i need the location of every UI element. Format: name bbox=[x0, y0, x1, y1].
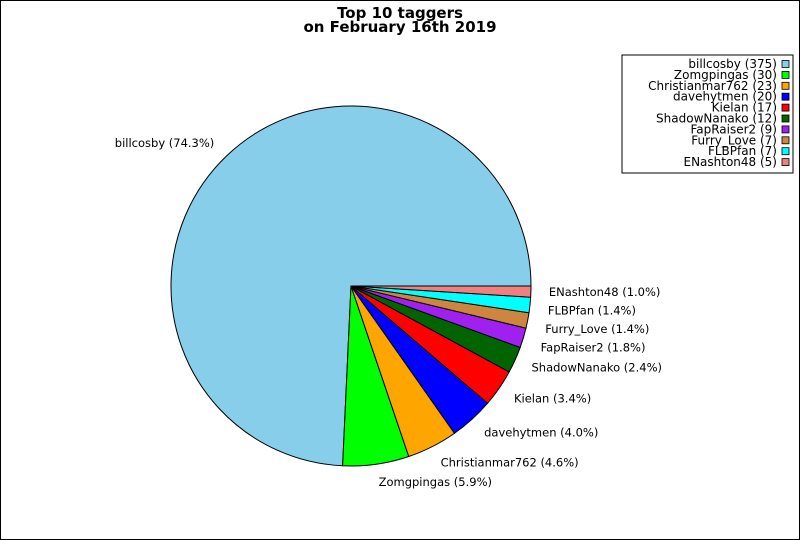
legend-label-fapraiser2: FapRaiser2 (9) bbox=[690, 122, 777, 136]
legend-swatch-christianmar762 bbox=[781, 81, 790, 90]
slice-label-furry-love: Furry_Love (1.4%) bbox=[545, 322, 649, 336]
slice-label-zomgpingas: Zomgpingas (5.9%) bbox=[379, 475, 492, 489]
slice-label-flbpfan: FLBPfan (1.4%) bbox=[548, 304, 636, 318]
legend-swatch-enashton48 bbox=[781, 158, 790, 167]
slice-label-christianmar762: Christianmar762 (4.6%) bbox=[441, 456, 579, 470]
slice-label-shadownanako: ShadowNanako (2.4%) bbox=[532, 360, 663, 374]
legend-label-christianmar762: Christianmar762 (23) bbox=[648, 79, 777, 93]
legend-swatch-furry-love bbox=[781, 136, 790, 145]
legend-swatch-zomgpingas bbox=[781, 71, 790, 79]
legend-box bbox=[621, 54, 794, 174]
pie-slice-enashton48 bbox=[350, 285, 532, 298]
legend: billcosby (375)Zomgpingas (30)Christianm… bbox=[621, 54, 794, 174]
legend-swatch-flbpfan bbox=[781, 147, 790, 156]
legend-swatch-kielan bbox=[781, 103, 790, 112]
legend-label-davehytmen: davehytmen (20) bbox=[673, 90, 777, 104]
legend-items: billcosby (375)Zomgpingas (30)Christianm… bbox=[648, 57, 790, 169]
chart-title-line-1: Top 10 taggers bbox=[337, 4, 463, 22]
legend-swatch-billcosby bbox=[781, 60, 790, 68]
legend-label-flbpfan: FLBPfan (7) bbox=[708, 144, 777, 158]
legend-label-shadownanako: ShadowNanako (12) bbox=[656, 112, 777, 126]
legend-label-billcosby: billcosby (375) bbox=[688, 57, 777, 71]
legend-swatch-davehytmen bbox=[781, 92, 790, 101]
legend-swatch-fapraiser2 bbox=[781, 125, 790, 134]
legend-swatch-shadownanako bbox=[781, 114, 790, 123]
legend-label-furry-love: Furry_Love (7) bbox=[691, 133, 777, 147]
slice-label-billcosby: billcosby (74.3%) bbox=[115, 136, 215, 150]
pie-slice-labels: billcosby (74.3%) Zomgpingas (5.9%) Christ… bbox=[115, 136, 662, 489]
slice-label-kielan: Kielan (3.4%) bbox=[514, 391, 591, 405]
legend-label-zomgpingas: Zomgpingas (30) bbox=[674, 68, 777, 82]
pie-slices bbox=[170, 105, 532, 467]
slice-label-enashton48: ENashton48 (1.0%) bbox=[549, 285, 661, 299]
legend-label-kielan: Kielan (17) bbox=[712, 101, 777, 115]
legend-label-enashton48: ENashton48 (5) bbox=[683, 155, 777, 169]
slice-label-fapraiser2: FapRaiser2 (1.8%) bbox=[541, 341, 646, 355]
chart-title-line-2: on February 16th 2019 bbox=[303, 18, 496, 36]
slice-label-davehytmen: davehytmen (4.0%) bbox=[484, 426, 598, 440]
